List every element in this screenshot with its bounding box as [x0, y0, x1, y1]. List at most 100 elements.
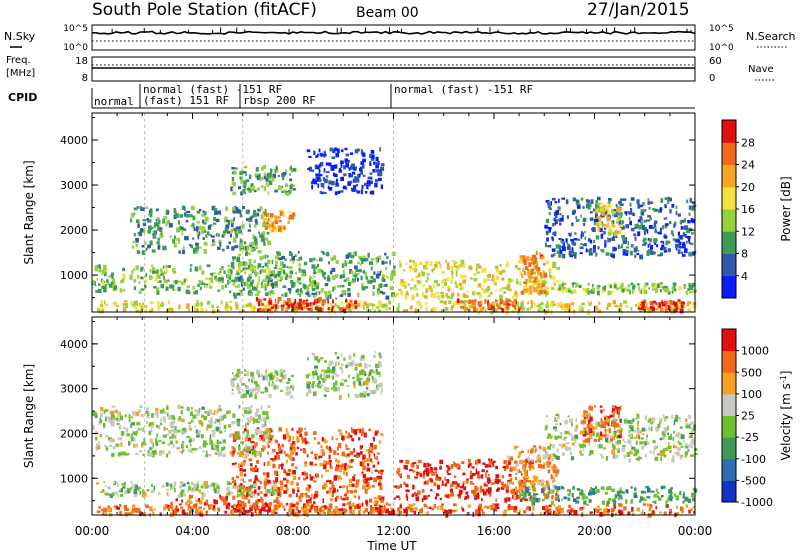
data-cell [641, 305, 645, 311]
data-cell [251, 266, 255, 269]
data-cell [660, 227, 662, 232]
data-cell [302, 508, 305, 513]
cpid-segment-4: normal (fast) -151 RF [394, 83, 533, 96]
data-cell [667, 240, 671, 244]
data-cell [527, 301, 529, 305]
data-cell [555, 210, 559, 215]
data-cell [508, 278, 511, 283]
data-cell [313, 431, 317, 435]
data-cell [354, 149, 359, 154]
data-cell [130, 481, 133, 485]
data-cell [310, 494, 313, 497]
data-cell [400, 506, 402, 511]
data-cell [362, 153, 366, 158]
data-cell [380, 470, 383, 476]
data-cell [522, 258, 527, 264]
data-cell [198, 280, 201, 283]
data-cell [587, 290, 590, 295]
data-cell [158, 227, 163, 230]
data-cell [136, 250, 141, 255]
data-cell [301, 472, 306, 476]
data-cell [209, 438, 212, 442]
data-cell [650, 250, 654, 256]
data-cell [270, 275, 272, 280]
data-cell [509, 481, 513, 485]
data-cell [638, 285, 640, 291]
data-cell [533, 288, 537, 293]
data-cell [286, 459, 288, 464]
data-cell [307, 487, 310, 491]
data-cell [565, 199, 569, 205]
nave-label: Nave [748, 64, 774, 75]
data-cell [132, 510, 135, 513]
data-cell [608, 283, 611, 287]
data-cell [278, 446, 282, 452]
data-cell [621, 220, 625, 224]
data-cell [262, 255, 265, 260]
data-cell [302, 440, 306, 444]
data-cell [337, 429, 342, 432]
data-cell [102, 279, 104, 284]
data-cell [525, 278, 529, 282]
data-cell [203, 230, 207, 233]
data-cell [132, 431, 136, 435]
data-cell [122, 267, 125, 272]
data-cell [330, 148, 335, 152]
data-cell [253, 209, 257, 214]
data-cell [436, 283, 440, 287]
data-cell [450, 492, 454, 497]
data-cell [538, 279, 543, 284]
data-cell [271, 222, 274, 228]
data-cell [689, 286, 694, 290]
data-cell [692, 487, 696, 491]
data-cell [205, 234, 208, 238]
data-cell [546, 300, 549, 305]
data-cell [634, 247, 638, 250]
data-cell [155, 208, 159, 212]
data-cell [201, 279, 203, 283]
data-cell [362, 270, 366, 274]
data-cell [500, 486, 505, 490]
data-cell [243, 428, 247, 432]
data-cell [289, 507, 294, 512]
data-cell [611, 212, 614, 217]
data-cell [317, 263, 320, 268]
data-cell [296, 259, 300, 262]
data-cell [284, 272, 287, 276]
data-cell [384, 267, 388, 271]
data-cell [369, 498, 373, 503]
data-cell [250, 405, 253, 408]
data-cell [261, 265, 265, 268]
data-cell [404, 309, 408, 312]
data-cell [553, 504, 556, 507]
data-cell [236, 272, 240, 276]
data-cell [605, 252, 610, 256]
data-cell [230, 264, 234, 268]
data-cell [507, 459, 510, 463]
data-cell [174, 426, 177, 430]
data-cell [251, 390, 254, 396]
data-cell [227, 280, 230, 285]
data-cell [279, 480, 284, 486]
data-cell [376, 305, 380, 309]
data-cell [425, 480, 429, 485]
data-cell [277, 299, 280, 304]
data-cell [236, 368, 241, 372]
data-cell [411, 493, 414, 497]
data-cell [264, 376, 269, 381]
data-cell [609, 290, 614, 294]
data-cell [442, 509, 446, 512]
data-cell [426, 276, 429, 281]
data-cell [207, 231, 210, 235]
data-cell [120, 494, 124, 497]
data-cell [596, 290, 600, 296]
data-cell [249, 245, 252, 248]
data-cell [333, 308, 336, 314]
data-cell [648, 225, 653, 229]
data-cell [210, 412, 215, 415]
data-cell [576, 204, 581, 209]
data-cell [256, 369, 260, 375]
data-cell [684, 496, 689, 502]
data-cell [593, 239, 596, 244]
data-cell [418, 459, 422, 464]
